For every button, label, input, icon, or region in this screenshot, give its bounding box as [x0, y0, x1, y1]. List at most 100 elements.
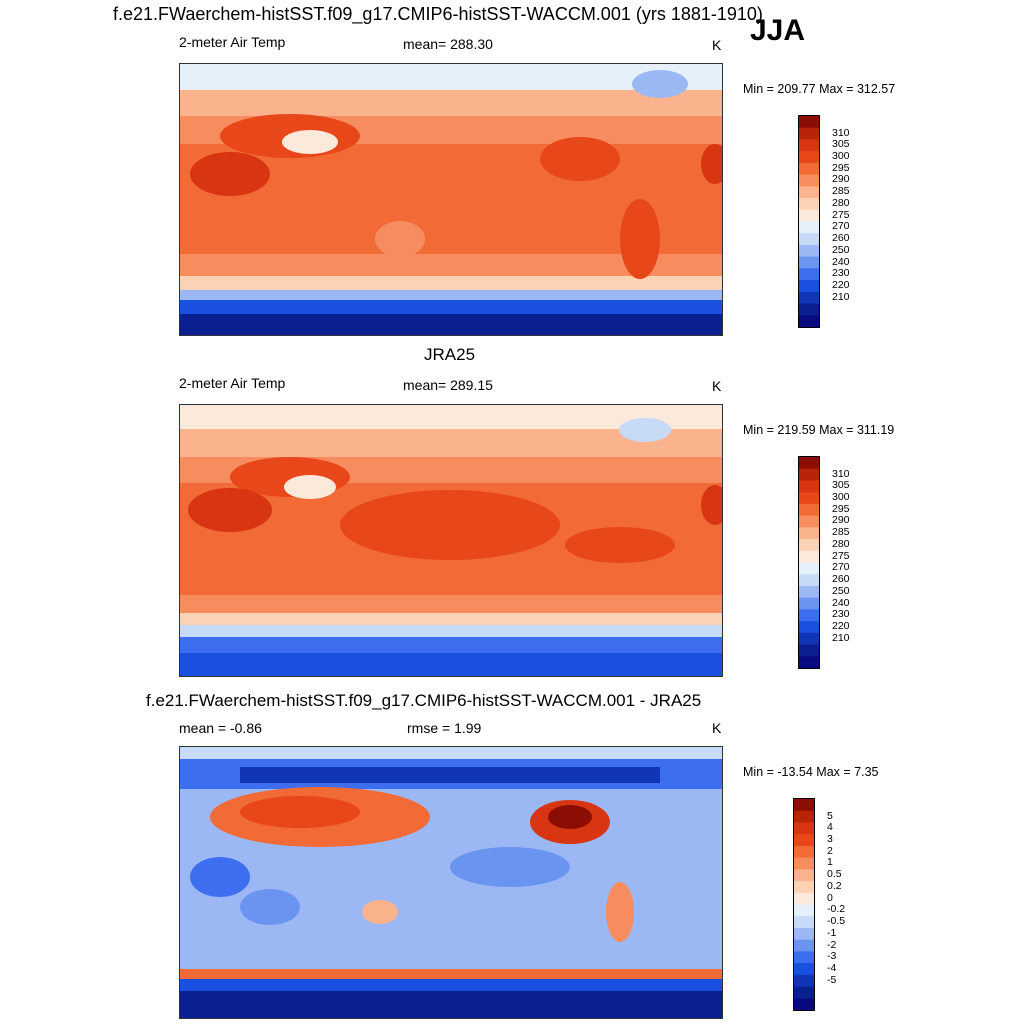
- panel1-colorbar-tick: 295: [832, 161, 850, 174]
- panel1-colorbar-swatch: [799, 127, 819, 140]
- panel1-colorbar-swatch: [799, 244, 819, 258]
- panel2-colorbar-swatch: [799, 562, 819, 575]
- panel3-colorbar-swatch: [794, 869, 814, 882]
- panel3-colorbar-swatch: [794, 904, 814, 917]
- panel3-colorbar-svg: [794, 799, 814, 1011]
- panel1-variable: 2-meter Air Temp: [179, 34, 286, 50]
- panel1-colorbar-tick: 305: [832, 138, 850, 151]
- panel1-colorbar-tick: 290: [832, 173, 850, 186]
- panel3-colorbar-tick: 0: [827, 891, 833, 904]
- panel2-colorbar-swatch: [799, 515, 819, 528]
- panel3-colorbar-strip: [793, 798, 815, 1011]
- panel3-colorbar-swatch: [794, 974, 814, 988]
- panel1-colorbar-tick: 285: [832, 185, 850, 198]
- panel3-colorbar-tick: -2: [827, 938, 837, 951]
- panel3-colorbar-tick: 1: [827, 856, 833, 869]
- panel2-colorbar-tick: 300: [832, 491, 850, 504]
- season-label: JJA: [750, 14, 806, 47]
- panel2-colorbar-swatch: [799, 550, 819, 563]
- panel1-colorbar-tick: 270: [832, 220, 850, 233]
- panel1-colorbar-tick: 310: [832, 126, 850, 139]
- panel3-colorbar-swatch: [794, 892, 814, 905]
- panel3-colorbar-swatch: [794, 799, 814, 812]
- panel3-colorbar-swatch: [794, 845, 814, 859]
- panel1-colorbar-swatch: [799, 116, 819, 129]
- panel3-rmse: rmse = 1.99: [407, 720, 482, 736]
- panel3-colorbar-swatch: [794, 857, 814, 870]
- panel3-colorbar-swatch: [794, 939, 814, 952]
- panel1-colorbar-tick: 300: [832, 150, 850, 163]
- panel3-colorbar-tick: 5: [827, 809, 833, 822]
- panel1-colorbar-tick: 230: [832, 267, 850, 280]
- panel3-colorbar-swatch: [794, 998, 814, 1011]
- panel2-colorbar-tick: 270: [832, 561, 850, 574]
- panel2-colorbar-tick: 220: [832, 619, 850, 632]
- panel1-colorbar-strip: [798, 115, 820, 328]
- panel2-colorbar-swatch: [799, 457, 819, 470]
- panel1-colorbar-swatch: [799, 151, 819, 164]
- panel1-colorbar-tick: 210: [832, 290, 850, 303]
- panel1-colorbar-swatch: [799, 315, 819, 328]
- panel1-colorbar-tick: 250: [832, 243, 850, 256]
- panel3-colorbar-tick: 0.5: [827, 868, 842, 881]
- panel3-colorbar-swatch: [794, 916, 814, 929]
- panel1-colorbar-swatch: [799, 139, 819, 152]
- panel3-colorbar-swatch: [794, 927, 814, 941]
- figure-title: f.e21.FWaerchem-histSST.f09_g17.CMIP6-hi…: [113, 4, 763, 24]
- panel2-colorbar-swatch: [799, 480, 819, 493]
- panel1-colorbar-tick: 260: [832, 232, 850, 245]
- panel3-colorbar-swatch: [794, 810, 814, 823]
- panel2-mean: mean= 289.15: [403, 377, 493, 393]
- panel2-colorbar-swatch: [799, 597, 819, 610]
- panel3-mean: mean = -0.86: [179, 720, 262, 736]
- panel3-units: K: [712, 720, 722, 736]
- panel3-colorbar-tick: 2: [827, 844, 833, 857]
- panel2-colorbar-tick: 230: [832, 608, 850, 621]
- panel2-variable: 2-meter Air Temp: [179, 375, 286, 391]
- panel3-colorbar-swatch: [794, 951, 814, 964]
- panel1-colorbar-swatch: [799, 221, 819, 234]
- panel3-minmax: Min = -13.54 Max = 7.35: [743, 765, 879, 779]
- panel3-map-svg: [180, 747, 722, 1018]
- panel2-map: [179, 404, 723, 677]
- panel3-colorbar-swatch: [794, 822, 814, 835]
- panel3-colorbar-swatch: [794, 834, 814, 847]
- panel2-colorbar-tick: 250: [832, 584, 850, 597]
- panel2-colorbar-swatch: [799, 585, 819, 599]
- panel2-colorbar-swatch: [799, 503, 819, 517]
- panel3-colorbar-tick: -4: [827, 961, 837, 974]
- panel1-colorbar-tick: 240: [832, 255, 850, 268]
- panel1-colorbar-swatch: [799, 303, 819, 316]
- panel2-colorbar-swatch: [799, 492, 819, 505]
- panel1-colorbar-swatch: [799, 174, 819, 187]
- panel3-colorbar-swatch: [794, 963, 814, 976]
- panel2-colorbar-swatch: [799, 468, 819, 481]
- panel2-minmax: Min = 219.59 Max = 311.19: [743, 423, 895, 437]
- panel3-colorbar-tick: 0.2: [827, 879, 842, 892]
- panel2-colorbar-swatch: [799, 574, 819, 587]
- panel1-colorbar-swatch: [799, 268, 819, 281]
- panel1-colorbar-swatch: [799, 198, 819, 211]
- panel2-colorbar-swatch: [799, 644, 819, 657]
- panel2-colorbar-swatch: [799, 609, 819, 622]
- panel1-map-svg: [180, 64, 722, 335]
- panel1-colorbar-swatch: [799, 209, 819, 222]
- panel3-colorbar-swatch: [794, 986, 814, 999]
- panel3-colorbar-tick: 4: [827, 821, 833, 834]
- panel2-colorbar-tick: 280: [832, 537, 850, 550]
- panel1-colorbar-swatch: [799, 186, 819, 199]
- panel3-colorbar-tick: -3: [827, 950, 837, 963]
- panel2-colorbar-tick: 310: [832, 467, 850, 480]
- panel2-colorbar-swatch: [799, 621, 819, 634]
- panel3-colorbar-tick: 3: [827, 833, 833, 846]
- panel3-colorbar-tick: -5: [827, 973, 837, 986]
- panel2-colorbar-tick: 295: [832, 502, 850, 515]
- panel1-units: K: [712, 37, 722, 53]
- panel3-colorbar-tick: -0.5: [827, 915, 846, 928]
- panel1-colorbar-swatch: [799, 256, 819, 269]
- panel3-title: f.e21.FWaerchem-histSST.f09_g17.CMIP6-hi…: [146, 691, 702, 710]
- panel2-colorbar-tick: 210: [832, 631, 850, 644]
- panel1-colorbar-swatch: [799, 162, 819, 176]
- panel2-colorbar-swatch: [799, 539, 819, 552]
- panel2-colorbar-tick: 285: [832, 526, 850, 539]
